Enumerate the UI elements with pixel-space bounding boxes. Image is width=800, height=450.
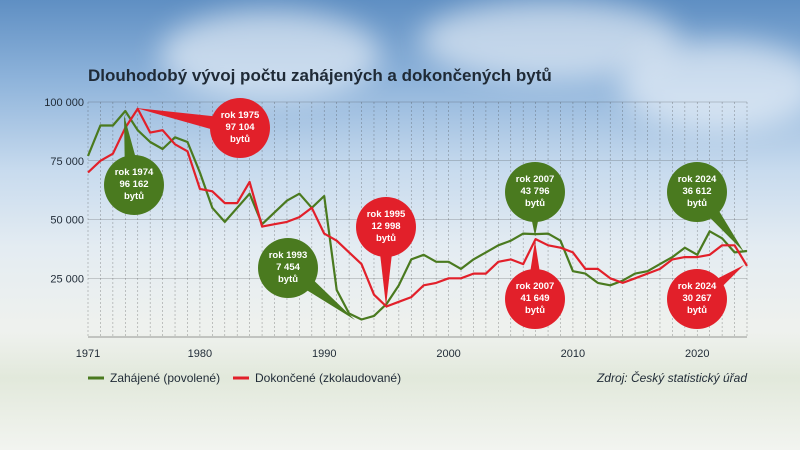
callout-text: bytů bbox=[376, 233, 396, 244]
callout-text: 41 649 bbox=[520, 293, 549, 304]
callout-text: bytů bbox=[230, 134, 250, 145]
callout-text: 96 162 bbox=[119, 179, 148, 190]
callout-text: bytů bbox=[124, 191, 144, 202]
callout-text: bytů bbox=[278, 274, 298, 285]
callout-circle bbox=[210, 98, 270, 158]
callout-text: rok 2024 bbox=[678, 281, 717, 292]
callout-text: 12 998 bbox=[371, 221, 400, 232]
x-axis-ticks: 1971 1980 1990 2000 2010 2020 bbox=[76, 348, 710, 360]
x-tick-label: 2010 bbox=[561, 348, 585, 360]
series-lines bbox=[86, 107, 748, 321]
callout-text: 97 104 bbox=[225, 122, 255, 133]
callout-text: 43 796 bbox=[520, 186, 549, 197]
x-tick-label: 1980 bbox=[188, 348, 212, 360]
callout-text: rok 1993 bbox=[269, 250, 308, 261]
callout-text: bytů bbox=[525, 198, 545, 209]
callout-circle bbox=[667, 162, 727, 222]
callout-text: rok 1975 bbox=[221, 110, 260, 121]
y-tick-label: 100 000 bbox=[44, 97, 84, 109]
callout-text: 36 612 bbox=[682, 186, 711, 197]
x-tick-label: 2020 bbox=[685, 348, 709, 360]
legend-label-zahajene: Zahájené (povolené) bbox=[110, 371, 220, 385]
callout-text: bytů bbox=[525, 305, 545, 316]
callout-text: 30 267 bbox=[682, 293, 711, 304]
legend-label-dokoncene: Dokončené (zkolaudované) bbox=[255, 371, 401, 385]
x-tick-label: 1971 bbox=[76, 348, 100, 360]
source-note: Zdroj: Český statistický úřad bbox=[596, 370, 747, 385]
callout-circle bbox=[505, 162, 565, 222]
x-tick-label: 1990 bbox=[312, 348, 336, 360]
callout-circle bbox=[104, 155, 164, 215]
series-line-dokoncene bbox=[87, 107, 748, 308]
callout-circle bbox=[258, 238, 318, 298]
chart-title: Dlouhodobý vývoj počtu zahájených a doko… bbox=[88, 66, 552, 85]
callout-circle bbox=[667, 269, 727, 329]
grid bbox=[87, 101, 748, 338]
callout-circle bbox=[505, 269, 565, 329]
series-line-zahajene bbox=[86, 109, 748, 321]
callout-text: 7 454 bbox=[276, 262, 300, 273]
callout-text: rok 1995 bbox=[367, 209, 406, 220]
grass-background bbox=[0, 330, 800, 450]
cloud-decoration bbox=[620, 40, 800, 130]
cloud-decoration bbox=[160, 10, 380, 100]
callout-text: bytů bbox=[687, 198, 707, 209]
callout-circle bbox=[356, 197, 416, 257]
legend: Zahájené (povolené) Dokončené (zkolaudov… bbox=[88, 371, 401, 385]
callout-text: rok 2007 bbox=[516, 281, 555, 292]
y-tick-label: 25 000 bbox=[50, 273, 84, 285]
x-tick-label: 2000 bbox=[436, 348, 460, 360]
callout-text: bytů bbox=[687, 305, 707, 316]
callout-text: rok 2007 bbox=[516, 174, 555, 185]
callout-text: rok 1974 bbox=[115, 167, 154, 178]
callout-text: rok 2024 bbox=[678, 174, 717, 185]
y-axis-ticks: 100 000 75 000 50 000 25 000 bbox=[44, 97, 84, 285]
y-tick-label: 50 000 bbox=[50, 215, 84, 227]
y-tick-label: 75 000 bbox=[50, 156, 84, 168]
